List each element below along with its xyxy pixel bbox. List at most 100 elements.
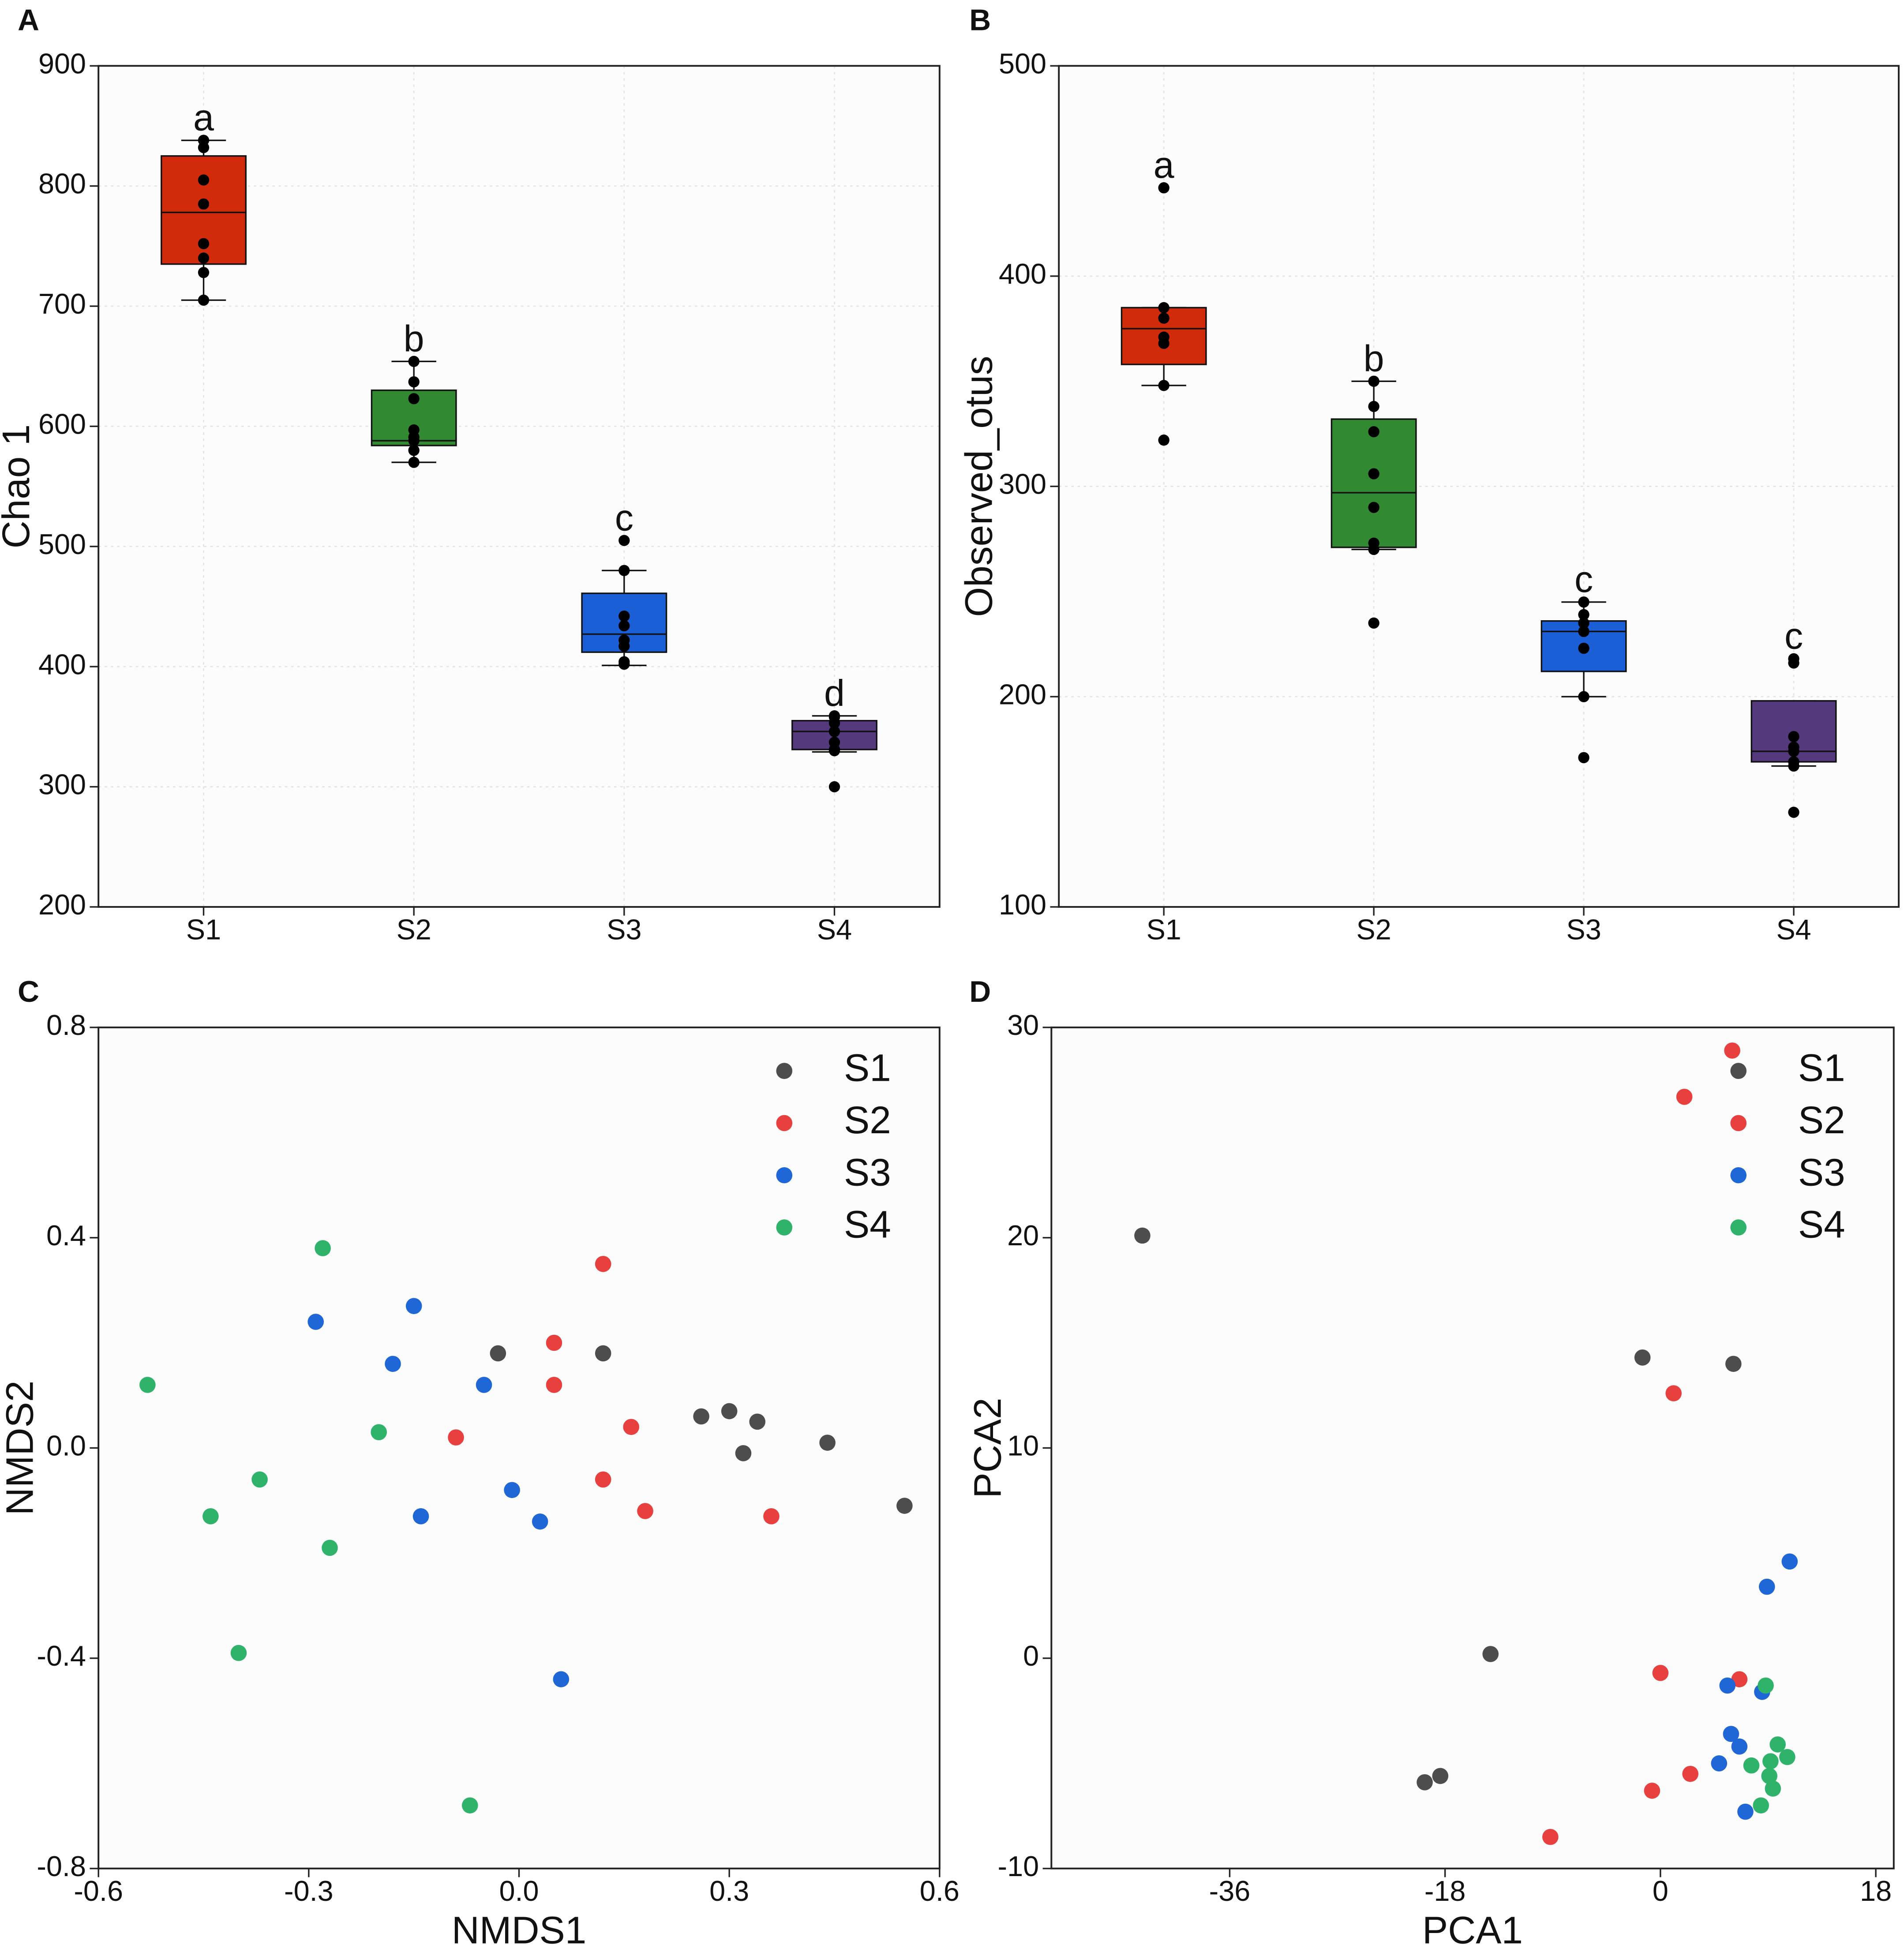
- point: [1753, 1797, 1769, 1814]
- point: [385, 1356, 401, 1372]
- point: [408, 457, 420, 468]
- point: [1542, 1828, 1559, 1845]
- point: [1368, 375, 1379, 387]
- legend-marker: [776, 1115, 793, 1131]
- point: [198, 267, 210, 278]
- point: [307, 1314, 324, 1330]
- point: [1578, 626, 1589, 637]
- point: [1578, 609, 1589, 621]
- significance-letter: c: [615, 497, 633, 538]
- point: [693, 1408, 709, 1425]
- point: [1765, 1780, 1781, 1797]
- point: [1779, 1749, 1795, 1765]
- point: [623, 1419, 640, 1435]
- y-tick-label: 0.8: [46, 1009, 86, 1041]
- point: [408, 435, 420, 446]
- point: [819, 1435, 836, 1451]
- point: [371, 1424, 387, 1440]
- point: [1762, 1753, 1779, 1769]
- point: [637, 1503, 653, 1519]
- y-tick-label: 300: [38, 768, 86, 801]
- y-tick-label: 0.4: [46, 1219, 86, 1251]
- plot-area: [98, 1027, 940, 1869]
- x-tick-label: S1: [1147, 913, 1181, 945]
- y-tick-label: 700: [38, 288, 86, 320]
- y-tick-label: 10: [1007, 1430, 1039, 1462]
- x-tick-label: 0.3: [709, 1875, 749, 1907]
- legend-label: S3: [1798, 1150, 1845, 1194]
- x-tick-label: 0: [1653, 1875, 1668, 1907]
- point: [251, 1471, 268, 1488]
- x-tick-label: 18: [1860, 1875, 1892, 1907]
- legend-marker: [1730, 1167, 1747, 1184]
- point: [896, 1498, 913, 1514]
- point: [749, 1413, 766, 1430]
- plot-frame: [1050, 1026, 1895, 1869]
- panel-label: D: [969, 975, 991, 1008]
- y-tick-label: 200: [999, 678, 1046, 710]
- significance-letter: b: [404, 318, 424, 360]
- point: [1158, 312, 1169, 324]
- y-tick-label: 200: [38, 888, 86, 921]
- x-tick-label: S2: [397, 913, 431, 945]
- y-tick-label: 0: [1023, 1640, 1039, 1672]
- point: [1682, 1765, 1698, 1782]
- x-tick-label: S2: [1357, 913, 1391, 945]
- y-tick-label: -10: [998, 1850, 1039, 1882]
- y-axis-label: Observed_otus: [957, 356, 1001, 617]
- y-tick-label: 0.0: [46, 1430, 86, 1462]
- point: [198, 294, 210, 306]
- point: [1578, 617, 1589, 629]
- point: [322, 1540, 338, 1556]
- point: [1158, 182, 1169, 194]
- y-tick-label: 300: [999, 468, 1046, 500]
- point: [618, 641, 630, 652]
- point: [405, 1298, 422, 1314]
- point: [1769, 1736, 1786, 1753]
- point: [408, 445, 420, 456]
- x-axis-label: NMDS1: [452, 1908, 587, 1948]
- point: [828, 781, 840, 793]
- point: [1761, 1768, 1778, 1784]
- point: [1578, 691, 1589, 702]
- plot-area: [1059, 66, 1899, 907]
- plot-frame: [1058, 65, 1900, 908]
- point: [1158, 435, 1169, 446]
- y-tick-label: 20: [1007, 1219, 1039, 1251]
- point: [1578, 642, 1589, 654]
- plot-frame: [97, 1026, 941, 1869]
- y-tick-label: 900: [38, 47, 86, 79]
- y-axis-label: Chao 1: [0, 424, 37, 548]
- point: [1368, 426, 1379, 438]
- point: [595, 1256, 611, 1272]
- point: [1368, 401, 1379, 412]
- x-tick-label: -0.3: [284, 1875, 334, 1907]
- point: [1758, 1677, 1774, 1694]
- point: [461, 1797, 478, 1814]
- point: [315, 1240, 331, 1256]
- y-tick-label: 800: [38, 168, 86, 200]
- legend-label: S2: [844, 1098, 891, 1142]
- x-tick-label: -0.6: [74, 1875, 123, 1907]
- point: [618, 620, 630, 632]
- point: [618, 611, 630, 622]
- legend-label: S4: [844, 1203, 891, 1246]
- x-tick-label: S3: [1566, 913, 1601, 945]
- point: [1788, 731, 1799, 742]
- point: [532, 1513, 548, 1530]
- point: [408, 376, 420, 388]
- legend-label: S3: [844, 1150, 891, 1194]
- point: [735, 1445, 752, 1461]
- significance-letter: b: [1364, 338, 1384, 379]
- point: [828, 726, 840, 737]
- legend-label: S1: [844, 1046, 891, 1090]
- x-axis-label: PCA1: [1422, 1908, 1523, 1948]
- point: [1719, 1677, 1736, 1694]
- point: [763, 1508, 780, 1525]
- box: [1331, 418, 1417, 548]
- x-tick-label: -36: [1209, 1875, 1251, 1907]
- point: [1417, 1774, 1433, 1791]
- legend-marker: [1730, 1063, 1747, 1079]
